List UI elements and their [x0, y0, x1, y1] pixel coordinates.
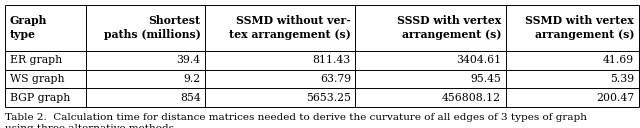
Text: 95.45: 95.45 [470, 74, 501, 84]
Text: 9.2: 9.2 [184, 74, 201, 84]
Text: 39.4: 39.4 [177, 55, 201, 65]
Text: 41.69: 41.69 [603, 55, 634, 65]
Text: Graph
type: Graph type [10, 15, 47, 40]
Text: 3404.61: 3404.61 [456, 55, 501, 65]
Text: 456808.12: 456808.12 [442, 93, 501, 103]
Text: 854: 854 [180, 93, 201, 103]
Text: Table 2.  Calculation time for distance matrices needed to derive the curvature : Table 2. Calculation time for distance m… [5, 113, 587, 128]
Text: 811.43: 811.43 [313, 55, 351, 65]
Text: ER graph: ER graph [10, 55, 61, 65]
Text: Shortest
paths (millions): Shortest paths (millions) [104, 15, 201, 40]
Text: BGP graph: BGP graph [10, 93, 70, 103]
Text: SSMD without ver-
tex arrangement (s): SSMD without ver- tex arrangement (s) [229, 15, 351, 40]
Text: 63.79: 63.79 [320, 74, 351, 84]
Text: SSMD with vertex
arrangement (s): SSMD with vertex arrangement (s) [525, 15, 634, 40]
Text: SSSD with vertex
arrangement (s): SSSD with vertex arrangement (s) [397, 15, 501, 40]
Text: 5.39: 5.39 [610, 74, 634, 84]
Text: 5653.25: 5653.25 [306, 93, 351, 103]
Text: WS graph: WS graph [10, 74, 64, 84]
Text: 200.47: 200.47 [596, 93, 634, 103]
